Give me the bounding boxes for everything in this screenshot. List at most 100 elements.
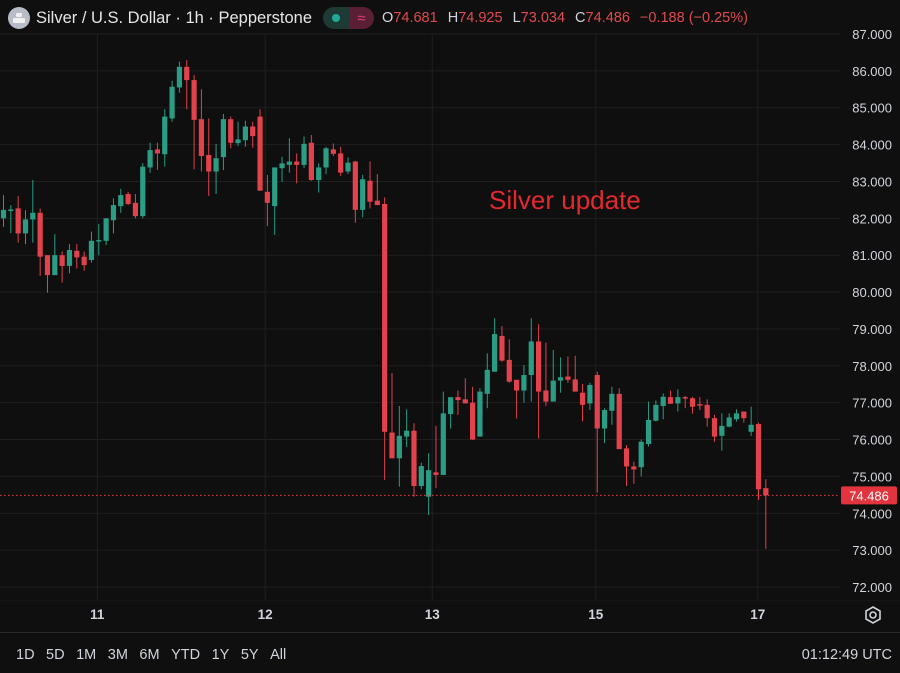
- candle: [763, 479, 769, 549]
- candle-body: [176, 66, 183, 88]
- price-tick-label: 76.000: [852, 433, 892, 448]
- chart-annotation[interactable]: Silver update: [489, 185, 641, 215]
- range-button-ytd[interactable]: YTD: [171, 647, 201, 663]
- candle: [308, 135, 314, 181]
- candle: [30, 179, 36, 243]
- candle-body: [132, 202, 139, 217]
- high-value: 74.925: [458, 10, 503, 26]
- candle: [330, 143, 336, 157]
- bottom-toolbar: 1D 5D 1M 3M 6M YTD 1Y 5Y All 01:12:49 UTC: [0, 632, 900, 673]
- candle: [675, 389, 681, 412]
- candle-body: [140, 166, 146, 217]
- candle: [140, 163, 146, 219]
- candle: [601, 408, 608, 444]
- range-button-5d[interactable]: 5D: [46, 647, 65, 663]
- candle: [374, 174, 380, 206]
- candle: [22, 210, 29, 245]
- candle-body: [697, 404, 703, 406]
- candle: [132, 194, 139, 219]
- candle: [616, 388, 622, 450]
- candle-body: [279, 163, 285, 169]
- price-chart[interactable]: 87.000 86.000 85.000 84.000 83.000 82.000 81.0…: [0, 0, 900, 632]
- range-button-1d[interactable]: 1D: [16, 647, 35, 663]
- date-range-buttons: 1D 5D 1M 3M 6M YTD 1Y 5Y All: [16, 647, 298, 663]
- candle-body: [470, 402, 476, 440]
- candle: [638, 439, 644, 477]
- candle: [235, 121, 241, 147]
- price-tick-label: 80.000: [852, 285, 892, 300]
- candle-body: [264, 191, 270, 203]
- candle: [264, 174, 270, 227]
- candle: [741, 411, 747, 423]
- range-button-1m[interactable]: 1M: [76, 647, 97, 663]
- last-price-label: 74.486: [849, 488, 889, 503]
- price-tick-label: 86.000: [852, 64, 892, 79]
- candle: [81, 251, 87, 271]
- candle: [96, 223, 102, 256]
- status-pill[interactable]: ≈: [323, 7, 375, 29]
- range-button-6m[interactable]: 6M: [139, 647, 160, 663]
- range-button-5y[interactable]: 5Y: [240, 647, 259, 663]
- price-tick-label: 74.000: [852, 506, 892, 521]
- candle-body: [748, 424, 754, 432]
- candle: [184, 60, 190, 110]
- candle: [88, 231, 95, 263]
- candle: [755, 422, 762, 500]
- candle-body: [257, 116, 263, 191]
- range-button-1y[interactable]: 1Y: [211, 647, 230, 663]
- candle-body: [0, 209, 7, 219]
- candle: [176, 61, 183, 93]
- range-button-3m[interactable]: 3M: [107, 647, 128, 663]
- close-value: 74.486: [585, 10, 630, 26]
- range-button-all[interactable]: All: [270, 647, 287, 663]
- candle: [154, 142, 161, 171]
- ohlc-values: O74.681 H74.925 L73.034 C74.486 −0.188 (…: [382, 10, 754, 26]
- clock[interactable]: 01:12:49 UTC: [801, 647, 892, 663]
- market-open-icon: [323, 7, 350, 29]
- candle: [726, 413, 732, 428]
- candle-body: [426, 470, 432, 497]
- candle-body: [81, 256, 87, 266]
- candle-body: [448, 397, 454, 415]
- candle: [213, 143, 219, 195]
- candle-body: [462, 399, 468, 404]
- candle-body: [719, 425, 725, 436]
- grid-lines: [0, 33, 900, 601]
- candle: [0, 195, 7, 227]
- candle-body: [396, 435, 402, 459]
- time-tick-label: 17: [750, 607, 765, 622]
- symbol-title[interactable]: Silver / U.S. Dollar · 1h · Pepperstone: [36, 8, 313, 27]
- candle: [711, 414, 718, 442]
- candle-body: [162, 116, 168, 155]
- candle: [198, 89, 205, 172]
- candle-body: [660, 396, 666, 406]
- candle-body: [645, 419, 652, 444]
- candle-body: [88, 240, 95, 260]
- candle-body: [667, 397, 674, 404]
- candles: [0, 60, 840, 549]
- candle: [404, 409, 410, 447]
- price-axis[interactable]: 87.000 86.000 85.000 84.000 83.000 82.000 81.0…: [841, 27, 897, 595]
- time-axis[interactable]: 11 12 13 15 17: [90, 607, 765, 622]
- candle: [697, 397, 703, 411]
- candle-body: [565, 376, 571, 380]
- candle: [228, 116, 234, 149]
- candle-body: [74, 250, 80, 258]
- candle-body: [272, 167, 278, 207]
- candle: [448, 397, 454, 429]
- candle-body: [184, 66, 190, 81]
- candle-body: [492, 334, 498, 372]
- candle-body: [30, 212, 36, 220]
- candle-body: [301, 143, 307, 165]
- high-label: H: [447, 10, 459, 26]
- gear-icon[interactable]: [863, 605, 883, 625]
- candle: [338, 146, 344, 176]
- candle: [440, 391, 446, 475]
- price-tick-label: 73.000: [852, 543, 892, 558]
- candle: [719, 413, 725, 451]
- change-value: −0.188 (−0.25%): [639, 10, 748, 26]
- candle: [382, 197, 388, 481]
- candle: [667, 390, 674, 404]
- candle-body: [433, 472, 439, 475]
- candle-body: [330, 149, 336, 154]
